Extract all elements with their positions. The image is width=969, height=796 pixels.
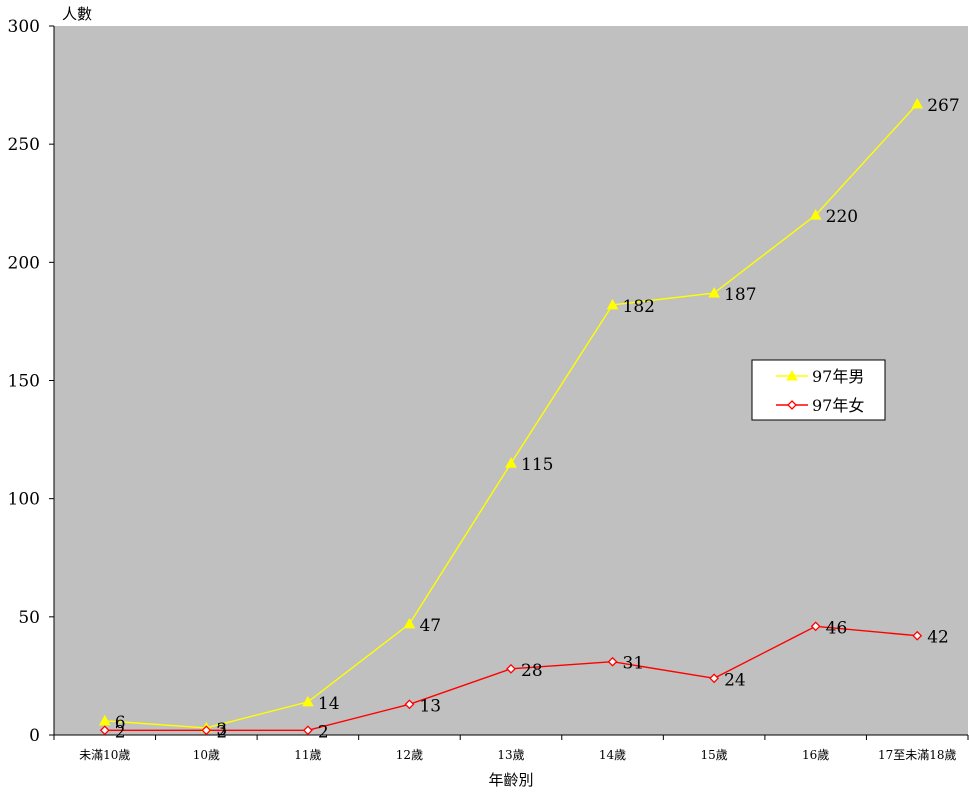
data-label: 220 xyxy=(826,207,858,227)
y-tick-label: 100 xyxy=(8,490,40,510)
data-point-marker xyxy=(810,621,821,632)
data-point-marker xyxy=(403,617,416,629)
data-label: 42 xyxy=(927,628,949,648)
x-tick-label: 16歲 xyxy=(802,748,829,762)
data-point-marker xyxy=(912,630,923,641)
data-label: 2 xyxy=(318,722,329,742)
data-point-marker xyxy=(99,725,110,736)
data-point-marker xyxy=(809,209,822,220)
data-point-marker xyxy=(709,673,720,684)
data-point-marker xyxy=(98,714,111,726)
data-point-marker xyxy=(302,695,314,707)
data-point-marker xyxy=(607,656,618,667)
y-tick-label: 150 xyxy=(8,372,40,392)
data-point-marker xyxy=(911,97,924,109)
axes: 0 50 100 150 200 250 300 未滿10歲 10歲 11歲 12歲 13歲 14歲 15… xyxy=(8,17,969,762)
x-tick-label: 未滿10歲 xyxy=(79,748,130,762)
data-labels-layer: 6 3 14 47 115 182 187 220 267 2 2 2 13 28 31 24 46 42 xyxy=(115,96,960,742)
data-label: 14 xyxy=(318,694,340,714)
data-point-marker xyxy=(201,725,212,736)
x-tick-label: 15歲 xyxy=(700,748,727,762)
data-label: 24 xyxy=(724,670,746,690)
legend-label: 97年女 xyxy=(812,396,864,415)
x-tick-label: 12歲 xyxy=(396,748,423,762)
data-label: 6 xyxy=(115,713,126,733)
data-point-marker xyxy=(708,287,720,298)
y-tick-label: 200 xyxy=(8,253,40,273)
series-2 xyxy=(99,621,923,736)
legend-marker xyxy=(787,400,797,410)
data-label: 2 xyxy=(115,722,126,742)
legend-label: 97年男 xyxy=(812,367,864,386)
data-label: 47 xyxy=(419,616,441,636)
legend-marker xyxy=(786,369,798,381)
legend: 97年男 97年女 xyxy=(751,359,886,421)
legend-box xyxy=(751,359,886,421)
x-tick-label: 13歲 xyxy=(497,748,524,762)
y-tick-label: 300 xyxy=(8,17,40,37)
data-label: 13 xyxy=(419,696,441,716)
data-point-marker xyxy=(606,298,619,310)
y-tick-label: 250 xyxy=(8,135,40,155)
data-point-marker xyxy=(505,457,517,468)
data-label: 267 xyxy=(927,96,959,116)
x-tick-label: 11歲 xyxy=(294,748,321,762)
x-axis-title: 年齡別 xyxy=(488,771,533,789)
x-tick-label: 10歲 xyxy=(193,748,220,762)
data-label: 3 xyxy=(216,720,227,740)
data-label: 187 xyxy=(724,285,756,305)
x-tick-label: 14歲 xyxy=(599,748,626,762)
data-label: 28 xyxy=(521,661,543,681)
series-layer xyxy=(98,97,924,736)
data-label: 115 xyxy=(521,455,553,475)
y-tick-label: 0 xyxy=(29,726,40,746)
x-tick-label: 17至未滿18歲 xyxy=(878,748,957,762)
y-tick-label: 50 xyxy=(18,608,40,628)
data-point-marker xyxy=(404,699,415,710)
data-label: 182 xyxy=(623,297,655,317)
y-axis-title: 人數 xyxy=(62,5,92,23)
data-point-marker xyxy=(506,663,516,674)
data-label: 2 xyxy=(216,722,227,742)
data-label: 46 xyxy=(826,618,848,638)
data-label: 31 xyxy=(623,654,645,674)
data-point-marker xyxy=(302,725,313,736)
